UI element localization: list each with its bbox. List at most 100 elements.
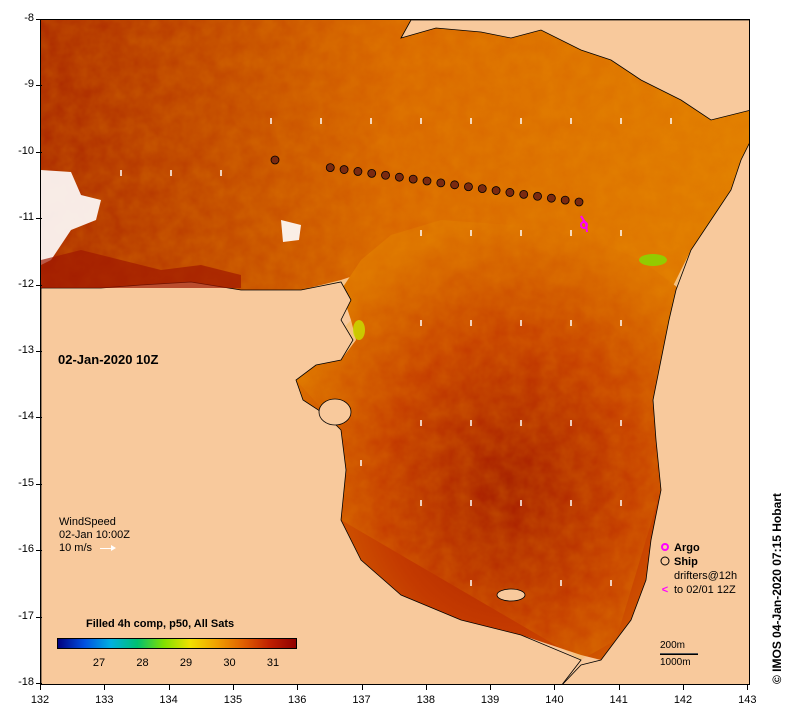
colorbar-tick-label: 30 xyxy=(223,657,236,669)
marker-legend: Argo Ship drifters@12h < to 02/01 12Z xyxy=(656,541,737,597)
ship-position-marker xyxy=(505,188,515,197)
credit-label: © IMOS 04-Jan-2020 07:15 Hobart xyxy=(770,493,784,684)
y-tick-label: -9 xyxy=(24,78,34,91)
drifter-icon: < xyxy=(661,584,669,596)
y-tick-label: -18 xyxy=(18,676,34,688)
y-tick-label: -14 xyxy=(18,410,34,423)
x-tick-label: 141 xyxy=(609,694,628,706)
ship-position-marker xyxy=(533,191,542,201)
ship-position-marker xyxy=(394,172,404,182)
x-tick-mark xyxy=(361,684,363,690)
legend-drifters: drifters@12h xyxy=(674,570,738,582)
legend-ship: Ship xyxy=(674,556,698,568)
colorbar-tick-label: 29 xyxy=(179,657,193,669)
ship-position-marker xyxy=(408,174,418,184)
arnhem-land xyxy=(41,281,582,684)
legend-drifters-time: to 02/01 12Z xyxy=(674,584,736,596)
x-tick-mark xyxy=(554,684,556,690)
y-tick-label: -16 xyxy=(18,543,34,556)
x-tick-label: 142 xyxy=(673,694,693,706)
colorbar-title: Filled 4h comp, p50, All Sats xyxy=(86,618,235,630)
y-tick-mark xyxy=(36,218,42,220)
ship-position-marker xyxy=(464,182,473,192)
colorbar-tick-label: 31 xyxy=(266,657,280,669)
y-tick-label: -8 xyxy=(24,12,34,24)
x-tick-mark xyxy=(490,684,492,690)
ship-position-marker xyxy=(477,184,487,194)
cool-patch xyxy=(353,320,365,340)
legend-argo: Argo xyxy=(674,542,700,554)
wind-barbs xyxy=(120,118,672,586)
mornington-island xyxy=(496,588,526,602)
x-tick-label: 140 xyxy=(545,694,564,706)
x-tick-label: 133 xyxy=(95,694,114,706)
ship-position-marker xyxy=(491,186,501,195)
drifter-track xyxy=(580,215,588,233)
x-tick-mark xyxy=(618,684,620,690)
x-tick-label: 134 xyxy=(159,694,178,706)
ship-position-marker xyxy=(574,197,584,207)
y-tick-label: -13 xyxy=(18,344,34,356)
argo-icon xyxy=(656,542,674,555)
depth-contour-legend: 200m 1000m xyxy=(660,638,698,670)
groote-eylandt xyxy=(318,398,352,426)
y-tick-mark xyxy=(36,483,42,485)
sst-map xyxy=(41,20,749,684)
x-tick-label: 136 xyxy=(288,694,307,706)
x-tick-mark xyxy=(297,684,299,690)
y-tick-mark xyxy=(36,19,42,20)
y-tick-mark xyxy=(36,85,42,87)
x-tick-mark xyxy=(104,684,106,690)
no-data-patch xyxy=(41,170,101,265)
x-tick-label: 139 xyxy=(480,694,500,706)
x-tick-mark xyxy=(425,684,427,690)
map-frame xyxy=(40,19,750,685)
y-tick-mark xyxy=(36,151,42,153)
x-tick-label: 132 xyxy=(30,694,50,706)
x-tick-label: 143 xyxy=(738,694,757,706)
x-tick-mark xyxy=(168,684,170,690)
png-coast xyxy=(400,20,749,121)
wind-scale: 10 m/s xyxy=(59,542,93,554)
colorbar xyxy=(57,638,297,649)
ship-position-marker xyxy=(353,167,363,176)
y-tick-label: -17 xyxy=(18,609,34,622)
y-tick-mark xyxy=(36,351,42,352)
colorbar-tick-label: 27 xyxy=(92,657,106,669)
y-tick-mark xyxy=(36,284,42,286)
no-data-patch xyxy=(281,220,301,242)
y-tick-mark xyxy=(36,616,42,618)
ship-position-marker xyxy=(422,176,432,186)
ship-track xyxy=(270,155,584,207)
date-label: 02-Jan-2020 10Z xyxy=(58,352,159,367)
ship-position-marker xyxy=(270,155,280,165)
y-tick-label: -12 xyxy=(18,277,34,290)
x-tick-mark xyxy=(40,684,41,690)
x-tick-mark xyxy=(747,684,749,690)
contour-200m: 200m xyxy=(660,638,698,654)
y-tick-mark xyxy=(36,417,42,419)
ship-position-marker xyxy=(450,180,460,190)
cape-york-land xyxy=(562,143,749,684)
wind-time: 02-Jan 10:00Z xyxy=(59,529,130,541)
wind-title: WindSpeed xyxy=(59,516,116,528)
x-tick-mark xyxy=(683,684,684,690)
y-tick-mark xyxy=(36,550,42,552)
ship-icon xyxy=(656,556,674,569)
x-tick-mark xyxy=(232,684,234,690)
ship-position-marker xyxy=(325,163,335,173)
x-tick-label: 138 xyxy=(416,694,435,706)
ship-position-marker xyxy=(546,193,556,203)
colorbar-tick-label: 28 xyxy=(136,657,149,669)
ship-position-marker xyxy=(339,165,349,174)
cool-patch xyxy=(639,254,667,266)
ship-position-marker xyxy=(436,178,446,188)
y-tick-mark xyxy=(36,683,42,684)
wind-scale-arrow-icon xyxy=(100,544,117,551)
y-tick-label: -10 xyxy=(18,144,34,157)
ship-position-marker xyxy=(381,170,390,180)
ship-position-marker xyxy=(367,168,377,178)
contour-1000m: 1000m xyxy=(660,654,698,670)
wind-legend: WindSpeed 02-Jan 10:00Z 10 m/s xyxy=(59,516,130,555)
x-tick-label: 135 xyxy=(223,694,243,706)
